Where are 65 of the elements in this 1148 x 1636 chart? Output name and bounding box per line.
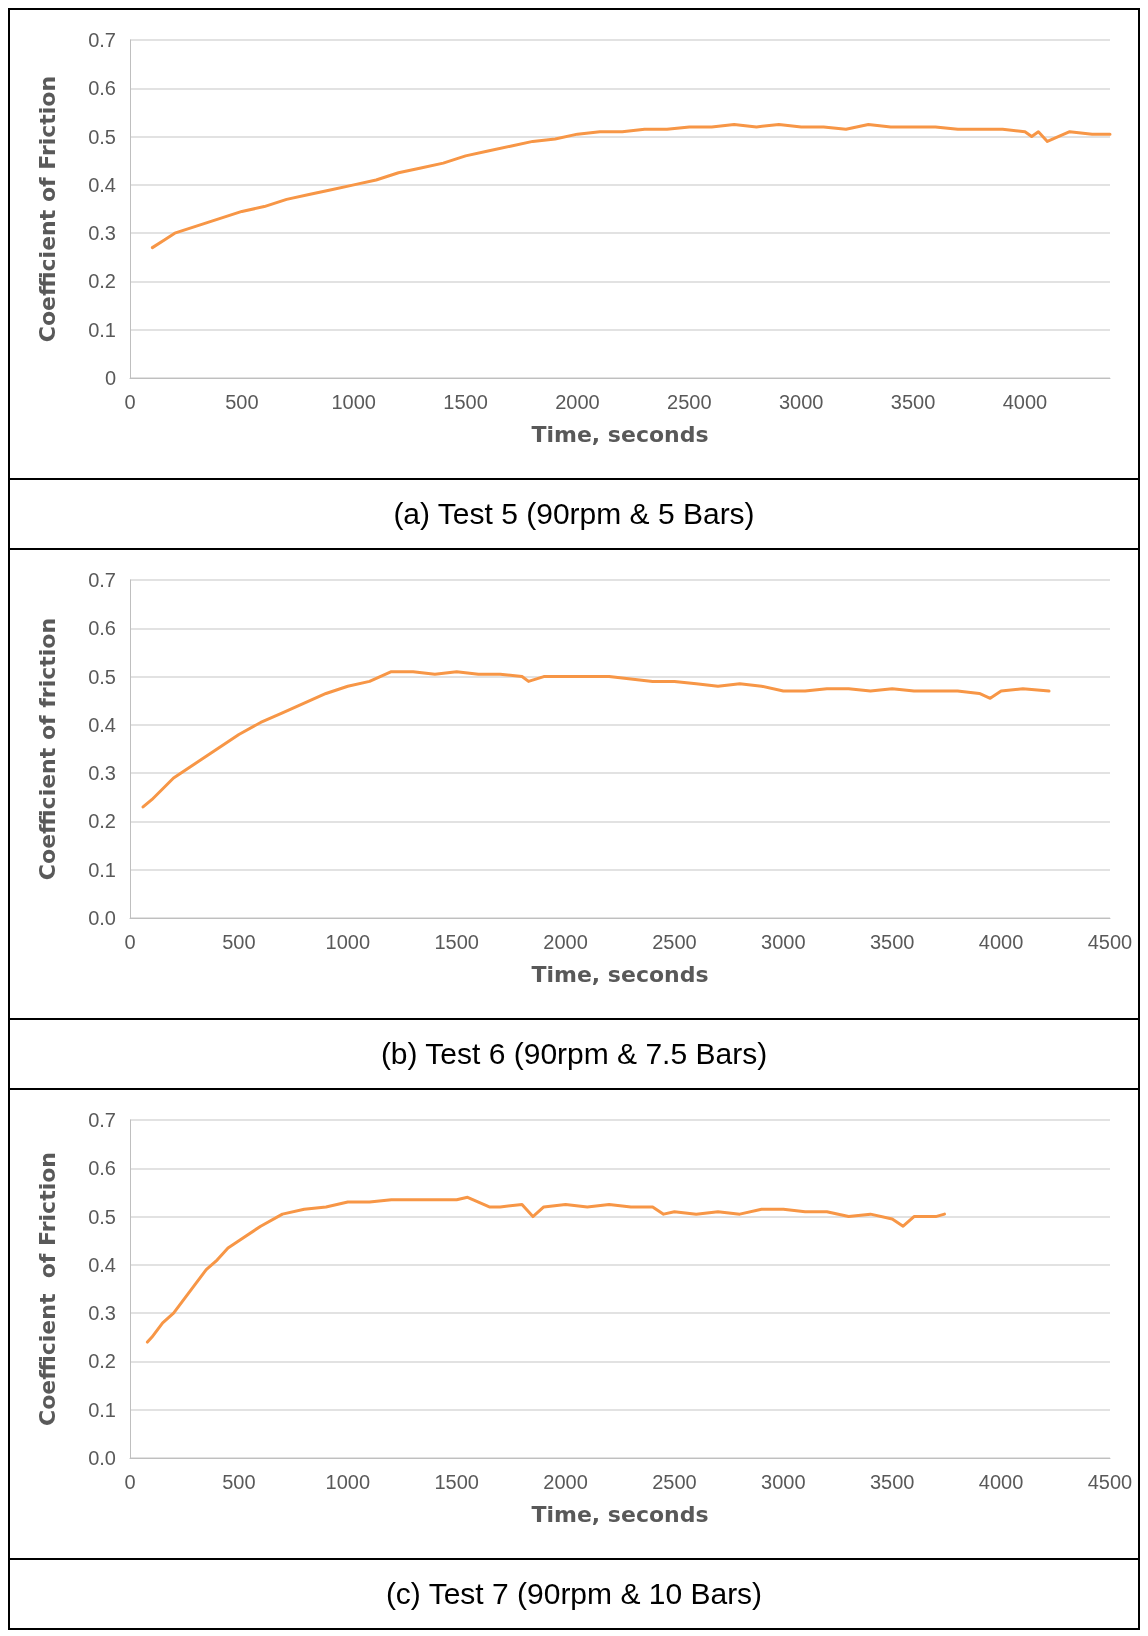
y-tick-label: 0.0 [88,1447,116,1469]
y-tick-label: 0.2 [88,1350,116,1373]
y-tick-label: 0 [104,367,116,389]
line-series [150,123,1112,250]
x-tick-label: 0 [124,931,136,953]
y-tick-label: 0.1 [88,1398,116,1421]
x-tick-label: 4000 [1002,391,1048,413]
x-axis-title: Time, seconds [531,961,709,987]
x-axis-title: Time, seconds [531,1501,709,1527]
x-tick-label: 1000 [331,391,376,413]
text: (b) Test 6 (90rpm & 7.5 Bars) [10,1018,1138,1088]
x-tick-label: 2500 [652,931,697,953]
x-tick-label: 3000 [778,391,824,413]
x-tick-label: 4500 [1087,931,1133,953]
y-tick-label: 0.1 [88,318,116,341]
y-tick-label: 0.5 [88,665,116,688]
x-tick-label: 3500 [890,391,936,413]
x-tick-label: 0 [124,1471,136,1493]
text: (a) Test 5 (90rpm & 5 Bars) [10,478,1138,548]
y-axis-title: Coefficient of Friction [34,1152,60,1426]
y-tick-label: 0.4 [88,1253,116,1276]
x-tick-label: 1000 [325,1471,371,1493]
y-tick-label: 0.2 [88,810,116,833]
x-tick-label: 2500 [667,391,712,413]
x-tick-label: 4500 [1087,1471,1133,1493]
x-tick-label: 1500 [443,391,488,413]
x-tick-label: 3000 [761,1471,806,1493]
y-tick-label: 0.4 [88,173,116,196]
x-tick-label: 4000 [978,931,1024,953]
y-tick-label: 0.5 [88,1205,116,1228]
x-axis-title: Time, seconds [531,421,709,447]
x-tick-label: 3000 [761,931,806,953]
line-series [141,670,1051,809]
x-tick-label: 1000 [325,931,371,953]
y-tick-label: 0.7 [88,1109,116,1131]
y-tick-label: 0.0 [88,907,116,929]
y-tick-label: 0.7 [88,29,116,51]
x-tick-label: 2000 [555,391,600,413]
x-tick-label: 2000 [543,1471,588,1493]
x-tick-label: 3500 [869,931,915,953]
y-tick-label: 0.7 [88,569,116,591]
y-tick-label: 0.6 [88,77,116,100]
y-axis-title: Coefficient of Friction [34,75,60,343]
y-tick-label: 0.4 [88,713,116,736]
x-tick-label: 3500 [869,1471,915,1493]
text: (c) Test 7 (90rpm & 10 Bars) [10,1558,1138,1628]
y-tick-label: 0.6 [88,617,116,640]
line-series [145,1195,946,1344]
x-tick-label: 500 [222,931,256,953]
x-tick-label: 500 [225,391,259,413]
y-tick-label: 0.1 [88,858,116,881]
y-tick-label: 0.3 [88,762,116,785]
x-tick-label: 1500 [434,1471,479,1493]
x-tick-label: 0 [124,391,136,413]
y-tick-label: 0.3 [88,222,116,245]
x-tick-label: 4000 [978,1471,1024,1493]
y-tick-label: 0.5 [88,125,116,148]
y-tick-label: 0.2 [88,270,116,293]
x-tick-label: 1500 [434,931,479,953]
x-tick-label: 500 [222,1471,256,1493]
y-axis-title: Coefficient of friction [34,617,60,881]
x-tick-label: 2000 [543,931,588,953]
y-tick-label: 0.6 [88,1157,116,1180]
y-tick-label: 0.3 [88,1302,116,1325]
x-tick-label: 2500 [652,1471,697,1493]
